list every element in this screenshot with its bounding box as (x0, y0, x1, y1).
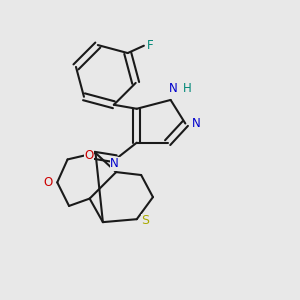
Text: N: N (169, 82, 178, 95)
Text: N: N (192, 117, 201, 130)
Text: F: F (147, 39, 154, 52)
Text: N: N (110, 157, 119, 170)
Text: H: H (182, 82, 191, 95)
Text: S: S (142, 214, 150, 227)
Text: O: O (84, 149, 93, 162)
Text: O: O (44, 176, 53, 189)
